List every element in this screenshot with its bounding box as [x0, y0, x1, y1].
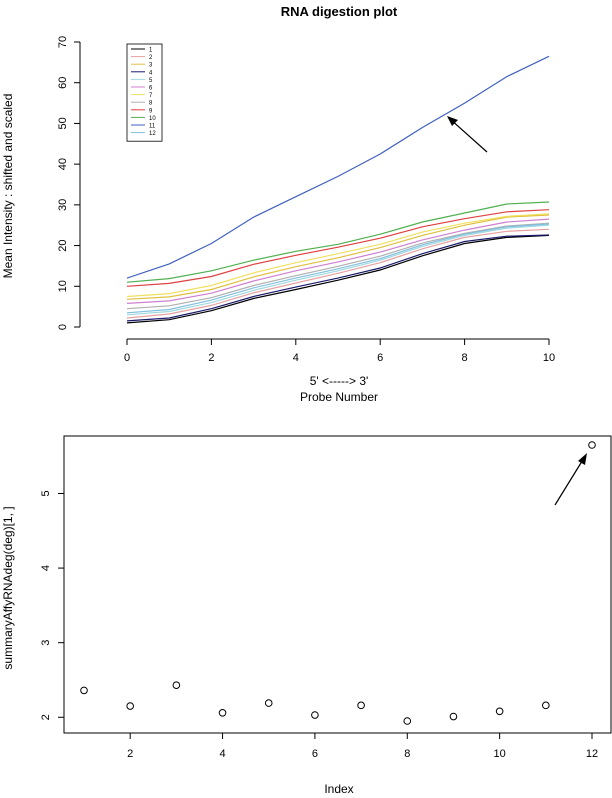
series-line-7 — [126, 213, 550, 298]
x-tick-label: 0 — [124, 352, 130, 364]
x-axis-label: Index — [324, 782, 353, 796]
series-line-2 — [126, 228, 550, 319]
x-tick-label: 8 — [462, 352, 468, 364]
y-tick-label: 10 — [57, 280, 69, 292]
legend-label: 8 — [149, 101, 153, 107]
legend-label: 3 — [149, 63, 153, 69]
y-tick-label: 70 — [57, 36, 69, 48]
series-line-12 — [126, 223, 550, 314]
legend-label: 6 — [149, 86, 153, 92]
scatter-point — [218, 708, 227, 717]
scatter-point — [311, 711, 319, 719]
legend-label: 5 — [149, 78, 153, 84]
rna-digestion-chart: RNA digestion plot 5' <-----> 3' Probe N… — [1, 4, 555, 404]
legend-box — [126, 43, 163, 142]
y-tick-label: 0 — [57, 324, 69, 330]
series-line-11 — [126, 55, 550, 279]
annotation-arrow — [554, 453, 587, 506]
x-tick-label: 6 — [312, 748, 318, 760]
scatter-point — [542, 701, 550, 710]
series-line-5 — [126, 224, 550, 316]
y-tick-label: 20 — [57, 239, 69, 251]
y-tick-label: 2 — [40, 714, 52, 720]
series-line-8 — [126, 222, 550, 310]
series-line-1 — [126, 234, 550, 324]
scatter-point — [588, 441, 596, 449]
x-tick-label: 10 — [543, 352, 555, 364]
x-tick-label: 2 — [127, 748, 133, 760]
scatter-point — [172, 681, 181, 689]
series-line-3 — [126, 214, 550, 300]
series-line-4 — [126, 234, 550, 322]
x-axis-label-line2: Probe Number — [300, 390, 378, 404]
x-tick-label: 4 — [293, 352, 299, 364]
annotation-arrow — [447, 116, 488, 153]
y-axis-label: Mean Intensity : shifted and scaled — [1, 94, 15, 279]
degradation-slope-chart: Index summaryAffyRNAdeg(deg)[1, ] 2 4 6 8 10… — [1, 435, 612, 796]
series-line-6 — [126, 218, 550, 304]
legend-label: 4 — [149, 70, 153, 76]
legend-label: 1 — [149, 48, 153, 54]
y-tick-label: 5 — [40, 490, 52, 496]
legend-label: 2 — [149, 55, 153, 61]
y-axis-label: summaryAffyRNAdeg(deg)[1, ] — [1, 506, 15, 669]
scatter-point — [126, 702, 134, 710]
scatter-point — [403, 717, 412, 725]
x-tick-label: 6 — [377, 352, 383, 364]
series-line-9 — [126, 209, 550, 287]
scatter-point — [357, 701, 365, 710]
y-tick-label: 50 — [57, 117, 69, 129]
scatter-points — [80, 441, 596, 725]
legend-label: 11 — [149, 124, 156, 130]
legend-label: 7 — [149, 93, 153, 99]
axes: 0 2 4 6 8 10 0 10 20 30 40 50 60 70 — [57, 36, 555, 364]
x-tick-label: 10 — [494, 748, 506, 760]
scatter-point — [449, 712, 458, 721]
y-tick-label: 30 — [57, 199, 69, 211]
x-axis-label-line1: 5' <-----> 3' — [310, 374, 369, 388]
plot-frame — [63, 435, 612, 734]
x-tick-label: 4 — [219, 748, 225, 760]
x-tick-label: 8 — [404, 748, 410, 760]
series-lines — [126, 55, 550, 324]
x-tick-label: 2 — [208, 352, 214, 364]
series-line-10 — [126, 201, 550, 283]
y-tick-label: 3 — [40, 640, 52, 646]
y-tick-label: 4 — [40, 565, 52, 571]
scatter-point — [80, 686, 88, 695]
y-tick-label: 40 — [57, 158, 69, 170]
scatter-point — [495, 707, 504, 716]
legend-label: 9 — [149, 108, 153, 114]
scatter-point — [264, 699, 273, 707]
y-tick-label: 60 — [57, 77, 69, 89]
legend-label: 12 — [149, 131, 156, 137]
axes: 2 4 6 8 10 12 2 3 4 5 — [40, 490, 598, 760]
x-tick-label: 12 — [586, 748, 598, 760]
chart-title: RNA digestion plot — [281, 4, 398, 19]
legend-label: 10 — [149, 116, 156, 122]
